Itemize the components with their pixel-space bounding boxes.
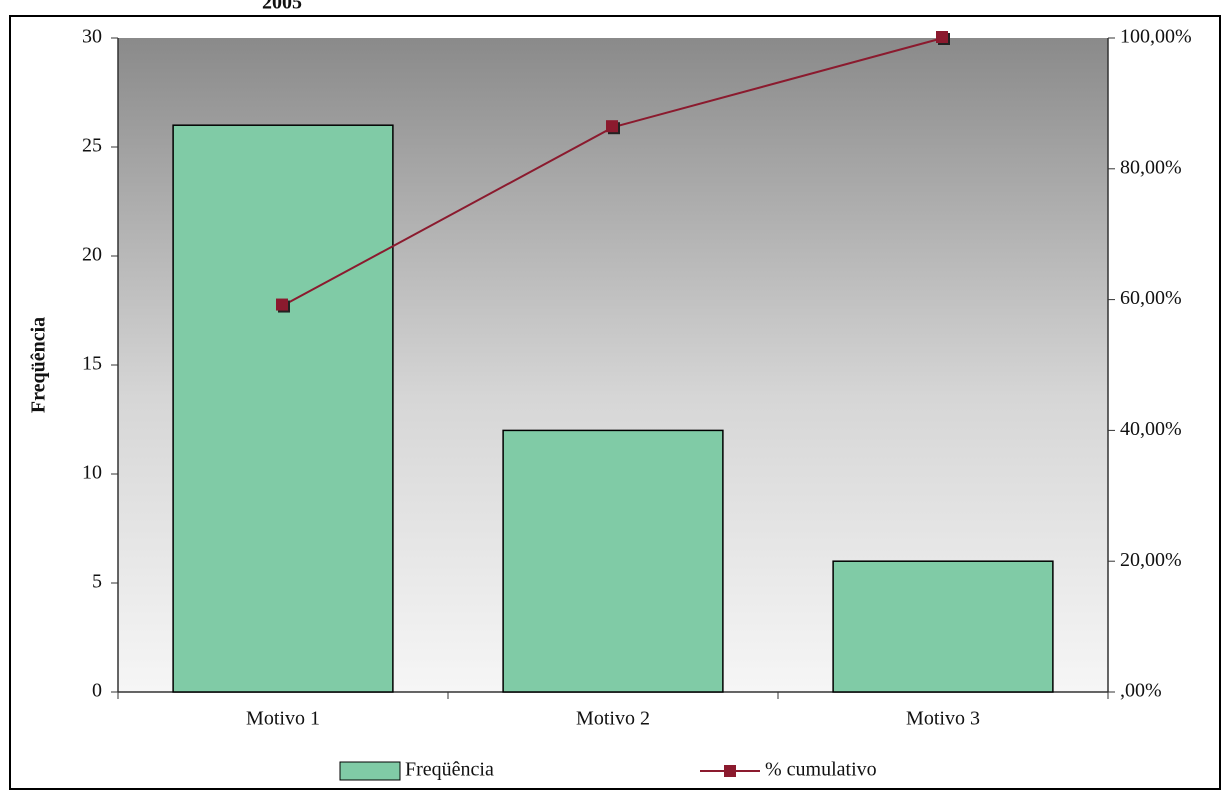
y2-tick-label: 60,00%: [1120, 287, 1182, 309]
bar: [832, 560, 1054, 693]
legend-label: % cumulativo: [765, 759, 877, 781]
y-tick-label: 5: [92, 571, 102, 593]
y-axis-label: Freqüência: [28, 317, 50, 413]
legend-swatch: [339, 761, 401, 781]
marker: [276, 298, 288, 311]
y2-tick-label: 40,00%: [1120, 418, 1182, 440]
x-tick-label: Motivo 1: [246, 708, 320, 730]
x-tick-label: Motivo 3: [906, 708, 980, 730]
y-tick-label: 15: [82, 353, 102, 375]
marker: [606, 120, 618, 133]
y-tick-label: 20: [82, 244, 102, 266]
chart-title: 2005: [262, 0, 302, 14]
legend-label: Freqüência: [405, 759, 494, 781]
y2-tick-label: 20,00%: [1120, 549, 1182, 571]
marker: [936, 31, 948, 43]
bar: [502, 429, 724, 693]
y-tick-label: 10: [82, 462, 102, 484]
y2-tick-label: 100,00%: [1120, 26, 1192, 48]
y-tick-label: 25: [82, 135, 102, 157]
y-tick-label: 30: [82, 26, 102, 48]
legend-marker: [724, 765, 736, 777]
y2-tick-label: ,00%: [1120, 680, 1162, 702]
y-tick-label: 0: [92, 680, 102, 702]
y2-tick-label: 80,00%: [1120, 156, 1182, 178]
x-tick-label: Motivo 2: [576, 708, 650, 730]
bar: [172, 124, 394, 693]
